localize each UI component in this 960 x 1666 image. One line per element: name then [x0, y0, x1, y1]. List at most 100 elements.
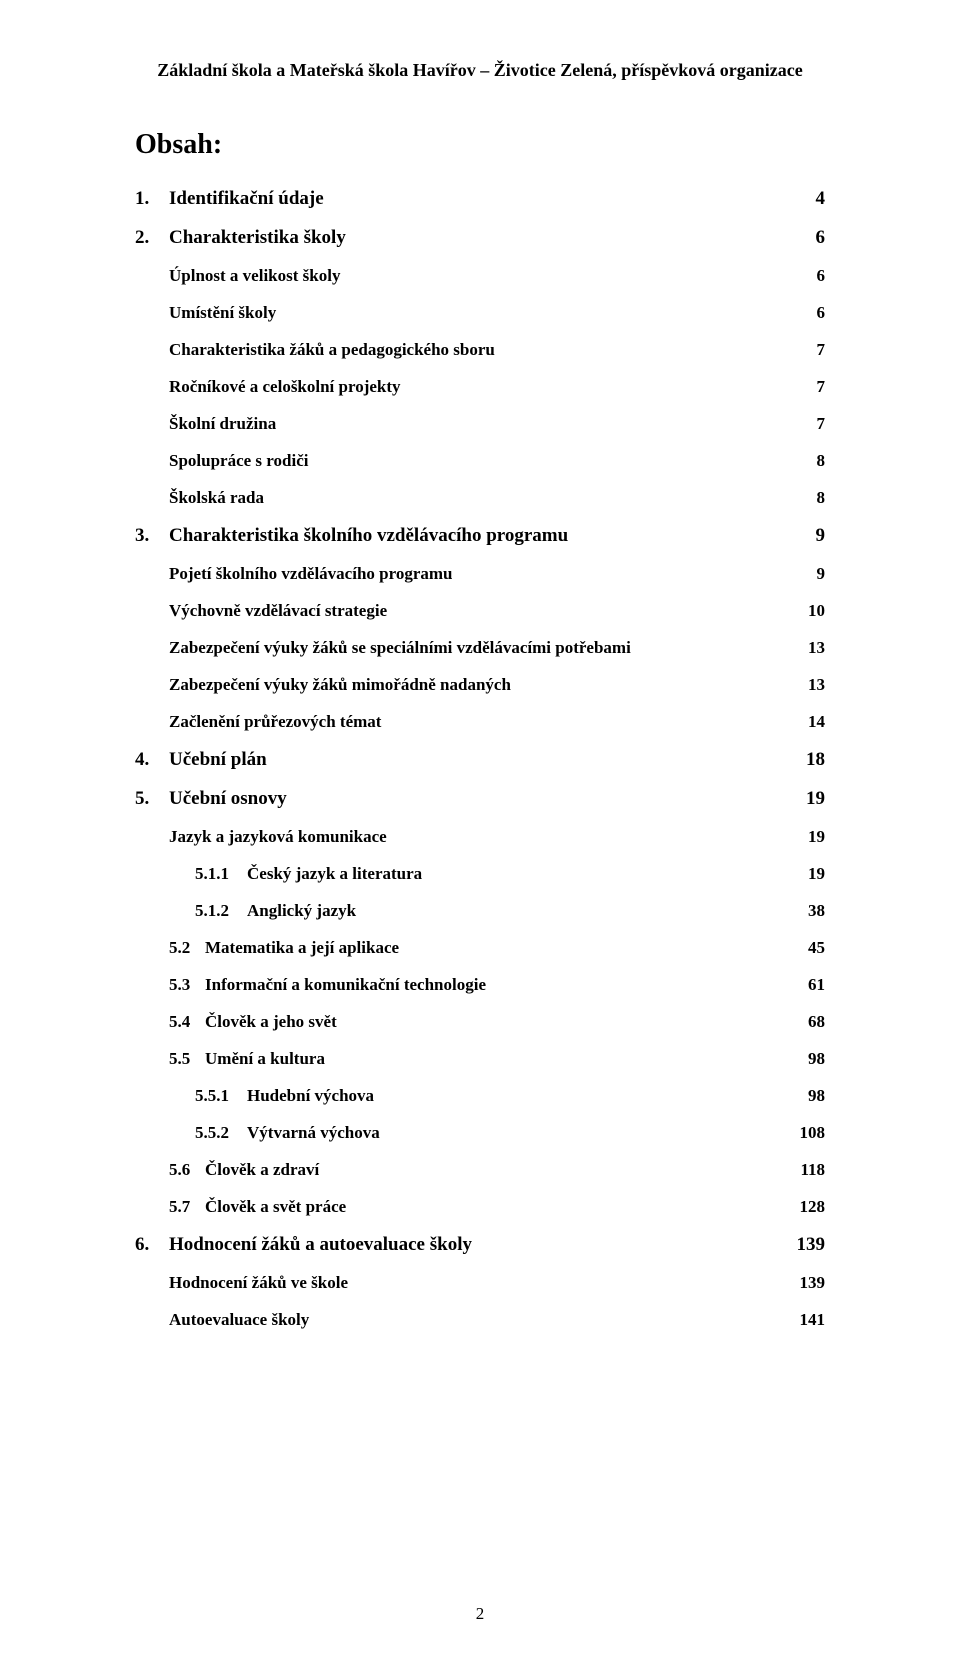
toc-entry-label: 5.3Informační a komunikační technologie	[169, 976, 486, 993]
toc-entry-number: 5.7	[169, 1198, 205, 1215]
toc-entry-number: 2.	[135, 228, 169, 247]
toc-entry-label: Pojetí školního vzdělávacího programu	[169, 565, 453, 582]
toc-entry-text: Začlenění průřezových témat	[169, 713, 381, 730]
toc-entry-label: 5.6Člověk a zdraví	[169, 1161, 319, 1178]
toc-entry: 5.Učební osnovy 19	[135, 789, 825, 808]
toc-entry-page: 98	[796, 1087, 825, 1104]
toc-entry-label: Úplnost a velikost školy	[169, 267, 340, 284]
toc-entry-label: Umístění školy	[169, 304, 276, 321]
toc-entry-text: Ročníkové a celoškolní projekty	[169, 378, 401, 395]
toc-entry: 2.Charakteristika školy6	[135, 228, 825, 247]
toc-entry-page: 4	[804, 189, 826, 208]
toc-entry-label: 5.2Matematika a její aplikace	[169, 939, 399, 956]
toc-entry-page: 68	[796, 1013, 825, 1030]
toc-title: Obsah:	[135, 129, 825, 161]
toc-entry-label: Charakteristika žáků a pedagogického sbo…	[169, 341, 495, 358]
toc-entry-page: 98	[796, 1050, 825, 1067]
toc-entry-page: 6	[804, 228, 826, 247]
toc-entry-page: 8	[805, 489, 826, 506]
toc-entry-number: 5.1.2	[195, 902, 247, 919]
toc-entry-page: 10	[796, 602, 825, 619]
toc-entry-label: 5.1.2Anglický jazyk	[195, 902, 356, 919]
toc-entry-text: Charakteristika školního vzdělávacího pr…	[169, 526, 568, 545]
toc-entry-text: Zabezpečení výuky žáků mimořádně nadanýc…	[169, 676, 511, 693]
toc-entry-page: 7	[805, 415, 826, 432]
toc-entry-label: 5.4Člověk a jeho svět	[169, 1013, 337, 1030]
toc-entry-page: 118	[788, 1161, 825, 1178]
toc-entry-text: Výtvarná výchova	[247, 1124, 380, 1141]
toc-entry-number: 5.5.2	[195, 1124, 247, 1141]
toc-entry-number: 5.	[135, 789, 169, 808]
toc-entry-number: 4.	[135, 750, 169, 769]
toc-entry-page: 13	[796, 676, 825, 693]
toc-entry-page: 61	[796, 976, 825, 993]
page-header: Základní škola a Mateřská škola Havířov …	[135, 60, 825, 81]
toc-entry-page: 7	[805, 341, 826, 358]
toc-entry-text: Jazyk a jazyková komunikace	[169, 828, 387, 845]
toc-entry-text: Spolupráce s rodiči	[169, 452, 308, 469]
toc-entry-number: 5.2	[169, 939, 205, 956]
toc-entry-label: 3.Charakteristika školního vzdělávacího …	[135, 526, 568, 545]
toc-entry: Školská rada 8	[135, 489, 825, 506]
toc-entry-number: 3.	[135, 526, 169, 545]
toc-entry-label: 5.1.1Český jazyk a literatura	[195, 865, 422, 882]
toc-entry-label: 5.Učební osnovy	[135, 789, 287, 808]
toc-entry-text: Člověk a jeho svět	[205, 1013, 337, 1030]
toc-entry-label: 1.Identifikační údaje	[135, 189, 324, 208]
toc-entry: Ročníkové a celoškolní projekty7	[135, 378, 825, 395]
toc-entry: 5.5.1Hudební výchova 98	[135, 1087, 825, 1104]
toc-entry-page: 9	[804, 526, 826, 545]
toc-entry-text: Úplnost a velikost školy	[169, 267, 340, 284]
toc-entry: 5.5Umění a kultura98	[135, 1050, 825, 1067]
toc-entry-number: 5.5.1	[195, 1087, 247, 1104]
toc-entry-text: Učební osnovy	[169, 789, 287, 808]
toc-entry-page: 45	[796, 939, 825, 956]
toc-entry-label: Autoevaluace školy	[169, 1311, 309, 1328]
toc-entry-page: 6	[805, 267, 826, 284]
toc-entry-label: Zabezpečení výuky žáků se speciálními vz…	[169, 639, 631, 656]
toc-entry-number: 5.3	[169, 976, 205, 993]
toc-entry-number: 5.1.1	[195, 865, 247, 882]
toc-entry-page: 19	[796, 865, 825, 882]
toc-entry-page: 139	[788, 1274, 826, 1291]
toc-entry-page: 141	[788, 1311, 826, 1328]
toc-entry-label: 6.Hodnocení žáků a autoevaluace školy	[135, 1235, 472, 1254]
toc-entry: 5.1.1Český jazyk a literatura 19	[135, 865, 825, 882]
toc-entry: Úplnost a velikost školy 6	[135, 267, 825, 284]
toc-entry-number: 5.4	[169, 1013, 205, 1030]
toc-entry-text: Školská rada	[169, 489, 264, 506]
toc-entry-label: 5.5.1Hudební výchova	[195, 1087, 374, 1104]
toc-entry-text: Umístění školy	[169, 304, 276, 321]
toc-entry: Pojetí školního vzdělávacího programu 9	[135, 565, 825, 582]
toc-entry: Jazyk a jazyková komunikace 19	[135, 828, 825, 845]
toc-entry-label: Jazyk a jazyková komunikace	[169, 828, 387, 845]
toc-entry-page: 9	[805, 565, 826, 582]
toc-entry: 4.Učební plán18	[135, 750, 825, 769]
toc-entry-text: Učební plán	[169, 750, 267, 769]
toc-entry: Umístění školy6	[135, 304, 825, 321]
toc-entry: 5.1.2Anglický jazyk38	[135, 902, 825, 919]
toc-entry: Začlenění průřezových témat14	[135, 713, 825, 730]
toc-entry-number: 6.	[135, 1235, 169, 1254]
table-of-contents: 1.Identifikační údaje42.Charakteristika …	[135, 189, 825, 1328]
toc-entry-label: Výchovně vzdělávací strategie	[169, 602, 387, 619]
toc-entry: 5.5.2Výtvarná výchova108	[135, 1124, 825, 1141]
toc-entry: 5.2Matematika a její aplikace 45	[135, 939, 825, 956]
toc-entry: Charakteristika žáků a pedagogického sbo…	[135, 341, 825, 358]
toc-entry-page: 19	[796, 828, 825, 845]
toc-entry: 5.3Informační a komunikační technologie 6…	[135, 976, 825, 993]
toc-entry-text: Charakteristika žáků a pedagogického sbo…	[169, 341, 495, 358]
toc-entry-page: 13	[796, 639, 825, 656]
toc-entry-label: Školská rada	[169, 489, 264, 506]
toc-entry: 5.6Člověk a zdraví 118	[135, 1161, 825, 1178]
toc-entry: 5.7Člověk a svět práce128	[135, 1198, 825, 1215]
toc-entry-text: Český jazyk a literatura	[247, 865, 422, 882]
toc-entry-label: Spolupráce s rodiči	[169, 452, 308, 469]
toc-entry-page: 19	[794, 789, 825, 808]
toc-entry: Spolupráce s rodiči8	[135, 452, 825, 469]
toc-entry: 3.Charakteristika školního vzdělávacího …	[135, 526, 825, 545]
toc-entry-text: Matematika a její aplikace	[205, 939, 399, 956]
toc-entry-text: Školní družina	[169, 415, 276, 432]
toc-entry-label: Ročníkové a celoškolní projekty	[169, 378, 401, 395]
toc-entry-text: Anglický jazyk	[247, 902, 356, 919]
